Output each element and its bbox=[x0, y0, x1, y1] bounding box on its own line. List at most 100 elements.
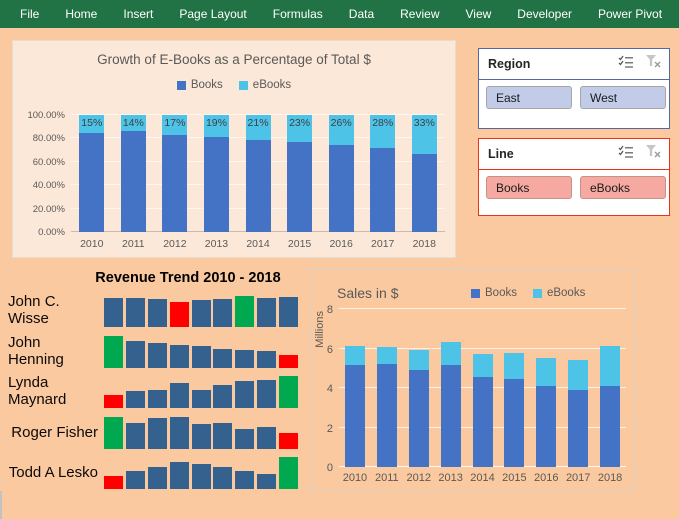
ribbon-tab-formulas[interactable]: Formulas bbox=[272, 7, 323, 21]
books-segment bbox=[287, 142, 313, 232]
sales-y-tick: 4 bbox=[326, 383, 333, 395]
ribbon-tab-review[interactable]: Review bbox=[400, 7, 440, 21]
spark-bar bbox=[147, 343, 167, 368]
spark-bar bbox=[169, 462, 189, 489]
revenue-trend-title: Revenue Trend 2010 - 2018 bbox=[95, 270, 281, 286]
books-segment bbox=[203, 137, 229, 232]
sparkline-bars[interactable] bbox=[104, 374, 298, 408]
ebooks-segment bbox=[472, 354, 493, 377]
growth-y-tick: 0.00% bbox=[38, 227, 65, 238]
ebooks-segment: 14% bbox=[120, 115, 146, 131]
spark-bar bbox=[104, 298, 123, 327]
sales-x-tick: 2016 bbox=[534, 472, 559, 484]
sparkline-row: John C. Wisse bbox=[8, 293, 300, 327]
ebooks-data-label: 26% bbox=[330, 117, 352, 129]
sales-x-axis: 2010 2011 2012 2013 2014 2015 2016 2017 2018 bbox=[339, 472, 626, 484]
spark-bar bbox=[279, 376, 298, 408]
books-segment bbox=[568, 390, 589, 467]
gridline bbox=[71, 114, 445, 115]
sparkline-bars[interactable] bbox=[104, 293, 298, 327]
spark-bar bbox=[279, 433, 298, 449]
growth-y-tick: 60.00% bbox=[32, 156, 65, 168]
ebooks-segment bbox=[600, 346, 621, 386]
spark-bar bbox=[213, 299, 233, 327]
person-name: Lynda Maynard bbox=[8, 374, 67, 408]
slicer-button-west[interactable]: West bbox=[580, 86, 666, 109]
line-slicer-title: Line bbox=[488, 147, 514, 161]
growth-x-tick: 2017 bbox=[371, 238, 395, 250]
legend-item-ebooks: eBooks bbox=[532, 287, 586, 299]
ribbon-tab-view[interactable]: View bbox=[465, 7, 492, 21]
ribbon-tab-data[interactable]: Data bbox=[348, 7, 375, 21]
ebooks-segment: 19% bbox=[203, 115, 229, 137]
growth-bar-2010: 15% bbox=[71, 115, 113, 232]
region-slicer-title: Region bbox=[488, 57, 531, 71]
multi-select-icon[interactable] bbox=[618, 55, 634, 68]
ribbon-tab-page-layout[interactable]: Page Layout bbox=[179, 7, 247, 21]
sales-bar-2017 bbox=[562, 309, 594, 467]
ebooks-segment bbox=[376, 347, 397, 364]
legend-label-ebooks: eBooks bbox=[546, 287, 586, 299]
slicer-button-ebooks[interactable]: eBooks bbox=[580, 176, 666, 199]
ebooks-data-label: 33% bbox=[413, 117, 435, 129]
clear-filter-icon[interactable] bbox=[646, 145, 661, 158]
spark-bar bbox=[191, 390, 211, 408]
spark-bar bbox=[213, 385, 233, 408]
growth-bar-2016: 26% bbox=[320, 115, 362, 232]
growth-bars: 15% 14% 17% 19% 21% 23% 26% 28% 33% bbox=[71, 115, 445, 232]
sales-x-tick: 2010 bbox=[342, 472, 368, 484]
growth-y-tick: 20.00% bbox=[32, 203, 65, 215]
spark-bar bbox=[235, 471, 255, 489]
sales-bar-2010 bbox=[339, 309, 371, 467]
books-segment bbox=[504, 379, 525, 467]
books-segment bbox=[536, 386, 557, 467]
books-segment bbox=[408, 370, 429, 467]
legend-item-books: Books bbox=[176, 79, 223, 91]
spark-bar bbox=[147, 390, 167, 408]
books-segment bbox=[472, 377, 493, 467]
spark-bar bbox=[147, 467, 167, 489]
slicer-separator bbox=[479, 79, 669, 80]
books-segment bbox=[79, 133, 105, 232]
ribbon-tab-home[interactable]: Home bbox=[65, 7, 98, 21]
ribbon-tab-developer[interactable]: Developer bbox=[517, 7, 572, 21]
sales-x-tick: 2014 bbox=[470, 472, 495, 484]
clear-filter-icon[interactable] bbox=[646, 55, 661, 68]
spark-bar bbox=[191, 464, 211, 489]
books-segment bbox=[162, 135, 188, 232]
sparkline-bars[interactable] bbox=[104, 455, 298, 489]
spark-bar bbox=[257, 351, 277, 368]
books-swatch-icon bbox=[471, 288, 480, 298]
sparkline-bars[interactable] bbox=[104, 415, 298, 449]
spark-bar bbox=[125, 471, 145, 489]
sparkline-bars[interactable] bbox=[104, 334, 298, 368]
spark-bar bbox=[125, 423, 145, 449]
growth-plot-area: 15% 14% 17% 19% 21% 23% 26% 28% 33% bbox=[71, 114, 445, 232]
sales-x-tick: 2012 bbox=[406, 472, 431, 484]
growth-x-tick: 2011 bbox=[122, 238, 145, 250]
slicer-button-books[interactable]: Books bbox=[486, 176, 572, 199]
ebooks-segment: 15% bbox=[79, 115, 105, 133]
ribbon-tab-file[interactable]: File bbox=[20, 7, 40, 21]
window-edge bbox=[0, 491, 2, 519]
slicer-button-east[interactable]: East bbox=[486, 86, 572, 109]
spark-bar bbox=[169, 302, 189, 327]
sales-chart-legend: Books eBooks bbox=[471, 287, 585, 299]
spark-bar bbox=[235, 296, 255, 327]
sales-bar-2011 bbox=[371, 309, 403, 467]
ribbon-tab-insert[interactable]: Insert bbox=[123, 7, 154, 21]
multi-select-icon[interactable] bbox=[618, 145, 634, 158]
ribbon-tab-power-pivot[interactable]: Power Pivot bbox=[598, 7, 663, 21]
growth-chart-legend: Books eBooks bbox=[13, 79, 455, 91]
spark-bar bbox=[235, 381, 255, 408]
books-segment bbox=[376, 364, 397, 467]
ebooks-data-label: 15% bbox=[81, 117, 103, 129]
spark-bar bbox=[257, 427, 277, 449]
books-segment bbox=[370, 148, 396, 232]
legend-label-ebooks: eBooks bbox=[252, 79, 292, 91]
ebooks-data-label: 14% bbox=[122, 117, 144, 129]
growth-chart[interactable]: Growth of E-Books as a Percentage of Tot… bbox=[12, 40, 456, 258]
ebooks-swatch-icon bbox=[238, 80, 248, 90]
growth-bar-2013: 19% bbox=[196, 115, 238, 232]
